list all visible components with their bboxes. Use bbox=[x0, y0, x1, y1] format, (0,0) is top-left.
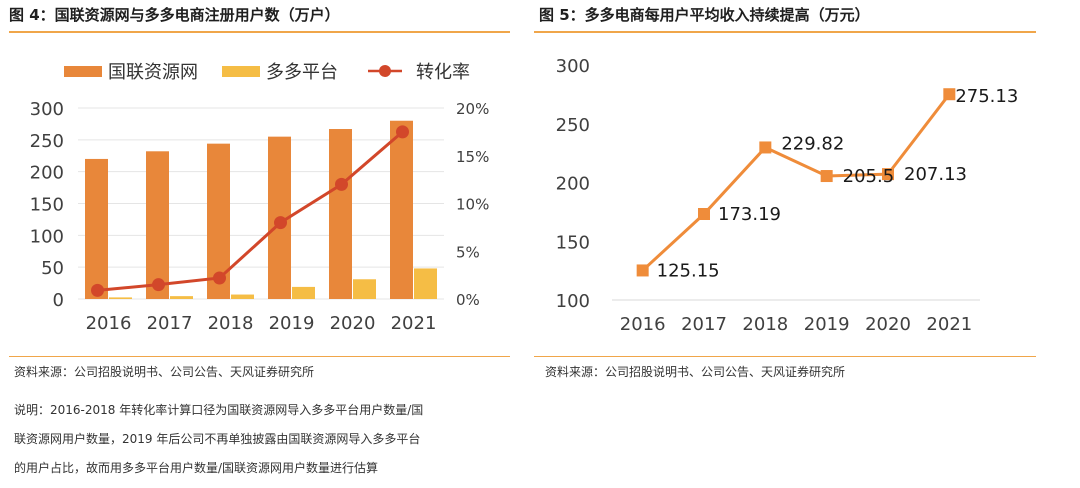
chart1-xtick: 2017 bbox=[147, 313, 193, 334]
chart2-ytick: 300 bbox=[556, 56, 590, 77]
chart1-ytick: 100 bbox=[30, 226, 64, 247]
panel1-top-rule bbox=[9, 31, 510, 33]
legend-rate-label: 转化率 bbox=[416, 62, 470, 83]
arpu-data-label: 205.5 bbox=[843, 166, 895, 187]
bar-duoduo bbox=[231, 294, 254, 299]
chart1-xtick: 2021 bbox=[391, 313, 437, 334]
panel2-bottom-rule bbox=[534, 356, 1036, 357]
chart2-ytick: 250 bbox=[556, 115, 590, 136]
chart1-xtick: 2018 bbox=[208, 313, 254, 334]
arpu-point bbox=[882, 168, 894, 181]
chart1-ytick: 200 bbox=[30, 163, 64, 184]
bar-duoduo bbox=[414, 268, 437, 299]
chart2-xtick: 2017 bbox=[681, 314, 727, 335]
rate-point bbox=[91, 283, 104, 297]
chart1-xtick: 2020 bbox=[330, 313, 376, 334]
rate-point bbox=[213, 271, 226, 285]
bar-duoduo bbox=[170, 296, 193, 299]
chart2-ytick: 150 bbox=[556, 232, 590, 253]
chart1-y2tick: 0% bbox=[456, 291, 480, 309]
arpu-data-label: 207.13 bbox=[904, 164, 967, 185]
arpu-point bbox=[820, 170, 833, 183]
rate-point bbox=[335, 177, 348, 191]
chart2-xtick: 2019 bbox=[804, 314, 850, 335]
bar-guolian bbox=[146, 151, 169, 299]
panel2-top-rule bbox=[534, 31, 1036, 33]
panel1-title: 图 4：国联资源网与多多电商注册用户数（万户） bbox=[9, 6, 340, 24]
chart2-xtick: 2020 bbox=[865, 314, 911, 335]
chart2-ytick: 200 bbox=[556, 174, 590, 195]
panel1-source: 资料来源：公司招股说明书、公司公告、天风证券研究所 bbox=[14, 365, 315, 379]
rate-point bbox=[396, 125, 409, 139]
bar-guolian bbox=[329, 129, 352, 299]
panel1-bottom-rule bbox=[9, 356, 510, 357]
bar-guolian bbox=[207, 143, 230, 299]
chart1-ytick: 150 bbox=[30, 195, 64, 216]
legend-guolian-label: 国联资源网 bbox=[108, 62, 198, 83]
panel2-source: 资料来源：公司招股说明书、公司公告、天风证券研究所 bbox=[545, 365, 846, 379]
chart2-xtick: 2021 bbox=[926, 314, 972, 335]
rate-line bbox=[97, 130, 404, 292]
arpu-data-label: 125.15 bbox=[657, 260, 720, 281]
bar-duoduo bbox=[353, 279, 376, 299]
panel1-note-line-1: 说明：2016-2018 年转化率计算口径为国联资源网导入多多平台用户数量/国 bbox=[14, 403, 424, 417]
bar-duoduo bbox=[292, 286, 315, 299]
chart1-xtick: 2019 bbox=[269, 313, 315, 334]
chart2-ytick: 100 bbox=[556, 291, 590, 312]
chart1-y2tick: 15% bbox=[456, 148, 489, 166]
chart1-y2tick: 5% bbox=[456, 243, 480, 261]
rate-point bbox=[274, 216, 287, 230]
bar-duoduo bbox=[109, 297, 132, 299]
rate-point bbox=[152, 278, 165, 292]
legend-rate-marker bbox=[379, 65, 391, 77]
legend-duoduo-swatch bbox=[222, 66, 260, 77]
chart1-ytick: 300 bbox=[30, 99, 64, 120]
legend-duoduo-label: 多多平台 bbox=[266, 62, 338, 83]
panel2-title: 图 5：多多电商每用户平均收入持续提高（万元） bbox=[539, 6, 870, 24]
panel1-note-line-3: 的用户占比，故而用多多平台用户数量/国联资源网用户数量进行估算 bbox=[14, 461, 379, 475]
chart1: 国联资源网 多多平台 转化率 300 250 200 150 100 50 0 20% 15% 10… bbox=[30, 62, 490, 334]
arpu-point bbox=[636, 264, 649, 277]
arpu-data-label: 275.13 bbox=[955, 86, 1018, 107]
chart1-ytick: 0 bbox=[53, 290, 64, 311]
arpu-point bbox=[943, 88, 956, 101]
bar-guolian bbox=[390, 120, 413, 299]
panel1-note-line-2: 联资源网用户数量，2019 年后公司不再单独披露由国联资源网导入多多平台 bbox=[14, 432, 421, 446]
arpu-point bbox=[698, 208, 710, 221]
chart2: 125.15 173.19 229.82 205.5 207.13 275.13 300 2… bbox=[556, 56, 1019, 335]
arpu-point bbox=[759, 141, 772, 154]
chart1-ytick: 50 bbox=[41, 258, 64, 279]
chart2-xtick: 2016 bbox=[620, 314, 666, 335]
arpu-line bbox=[641, 93, 951, 272]
chart1-y2tick: 10% bbox=[456, 196, 489, 214]
arpu-data-label: 173.19 bbox=[718, 204, 781, 225]
chart1-ytick: 250 bbox=[30, 131, 64, 152]
chart2-xtick: 2018 bbox=[742, 314, 788, 335]
bar-guolian bbox=[85, 158, 108, 299]
arpu-data-label: 229.82 bbox=[781, 133, 844, 154]
legend-guolian-swatch bbox=[64, 66, 102, 77]
chart1-legend: 国联资源网 多多平台 转化率 bbox=[64, 62, 470, 83]
chart1-y2tick: 20% bbox=[456, 100, 489, 118]
chart1-xtick: 2016 bbox=[86, 313, 132, 334]
